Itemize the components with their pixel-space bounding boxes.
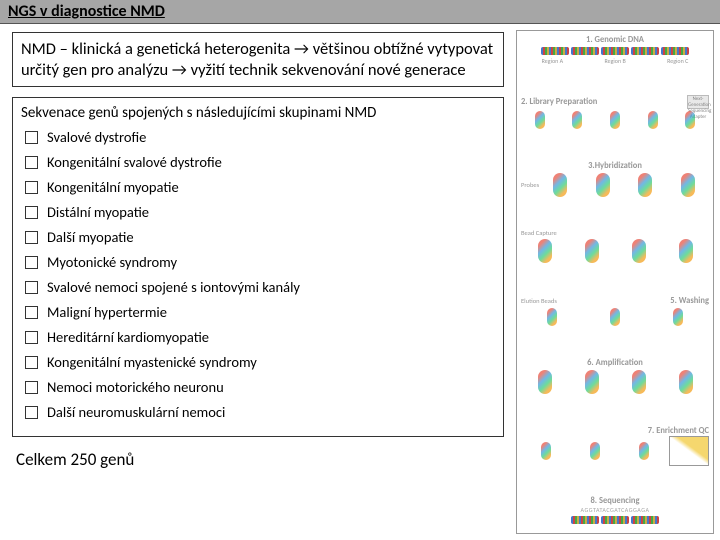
elution-label: Elution Beads	[521, 297, 557, 305]
diagram-step-2: 2. Library Preparation Next-Generation S…	[521, 95, 709, 131]
bead-capture-label: Bead Capture	[521, 229, 557, 237]
left-column: NMD – klinická a genetická heterogenita …	[0, 24, 516, 540]
list-item-label: Distální myopatie	[47, 203, 149, 221]
step-title: 7. Enrichment QC	[648, 426, 709, 436]
list-item: Svalové dystrofie	[25, 128, 495, 146]
list-item-label: Další neuromuskulární nemoci	[47, 403, 225, 421]
sequence-text: AGGTATACGATCAGGAGA	[521, 506, 709, 514]
intro-text: NMD – klinická a genetická heterogenita …	[21, 39, 493, 80]
diagram-step-8: 8. Sequencing AGGTATACGATCAGGAGA	[521, 496, 709, 526]
step-title: 5. Washing	[670, 296, 709, 306]
dna-icon	[521, 516, 709, 524]
helix-icon	[521, 239, 709, 263]
diagram-step-1: 1. Genomic DNA Region A Region B Region …	[521, 35, 709, 65]
helix-icon	[521, 111, 709, 129]
section-box: Sekvenace genů spojených s následujícími…	[12, 97, 504, 437]
disease-list: Svalové dystrofie Kongenitální svalové d…	[21, 128, 495, 421]
list-item-label: Myotonické syndromy	[47, 253, 177, 271]
list-item-label: Kongenitální myastenické syndromy	[47, 353, 257, 371]
list-item-label: Maligní hypertermie	[47, 303, 167, 321]
step-title: 8. Sequencing	[521, 496, 709, 506]
total-text: Celkem 250 genů	[12, 449, 504, 470]
list-item-label: Kongenitální myopatie	[47, 178, 179, 196]
list-item: Distální myopatie	[25, 203, 495, 221]
adapter-icon: Next-Generation Sequencing Adapter	[687, 95, 709, 109]
probes-label: Probes	[521, 181, 539, 189]
helix-icon	[539, 173, 709, 197]
region-label: Region B	[604, 57, 625, 65]
dna-icon	[521, 47, 709, 55]
workflow-diagram: 1. Genomic DNA Region A Region B Region …	[516, 30, 714, 534]
header-title: NGS v diagnostice NMD	[8, 2, 165, 21]
list-item-label: Hereditární kardiomyopatie	[47, 328, 209, 346]
list-item-label: Nemoci motorického neuronu	[47, 378, 224, 396]
list-item: Další myopatie	[25, 228, 495, 246]
list-item: Kongenitální myastenické syndromy	[25, 353, 495, 371]
list-item: Nemoci motorického neuronu	[25, 378, 495, 396]
list-item: Svalové nemoci spojené s iontovými kanál…	[25, 278, 495, 296]
list-item: Myotonické syndromy	[25, 253, 495, 271]
region-label: Region C	[667, 57, 688, 65]
list-item: Kongenitální myopatie	[25, 178, 495, 196]
list-item: Další neuromuskulární nemoci	[25, 403, 495, 421]
helix-icon	[521, 308, 709, 326]
step-title: 3.Hybridization	[521, 161, 709, 171]
list-item: Hereditární kardiomyopatie	[25, 328, 495, 346]
list-item-label: Další myopatie	[47, 228, 134, 246]
content-area: NMD – klinická a genetická heterogenita …	[0, 24, 720, 540]
region-labels: Region A Region B Region C	[521, 57, 709, 65]
list-item: Kongenitální svalové dystrofie	[25, 153, 495, 171]
step-title: 6. Amplification	[521, 358, 709, 368]
list-item-label: Kongenitální svalové dystrofie	[47, 153, 222, 171]
diagram-step-7: 7. Enrichment QC	[521, 426, 709, 466]
diagram-step-5: Elution Beads 5. Washing	[521, 296, 709, 328]
list-item-label: Svalové nemoci spojené s iontovými kanál…	[47, 278, 300, 296]
step-title: 2. Library Preparation	[521, 97, 597, 107]
diagram-step-3: 3.Hybridization Probes	[521, 161, 709, 199]
page-header: NGS v diagnostice NMD	[0, 0, 720, 24]
amplification-curve-icon	[669, 436, 709, 466]
diagram-step-4: Bead Capture	[521, 229, 709, 265]
list-item-label: Svalové dystrofie	[47, 128, 146, 146]
list-item: Maligní hypertermie	[25, 303, 495, 321]
region-label: Region A	[542, 57, 563, 65]
helix-icon	[521, 442, 669, 460]
diagram-step-6: 6. Amplification	[521, 358, 709, 396]
helix-icon	[521, 370, 709, 394]
step-title: 1. Genomic DNA	[521, 35, 709, 45]
section-title: Sekvenace genů spojených s následujícími…	[21, 104, 495, 122]
intro-box: NMD – klinická a genetická heterogenita …	[12, 32, 504, 87]
